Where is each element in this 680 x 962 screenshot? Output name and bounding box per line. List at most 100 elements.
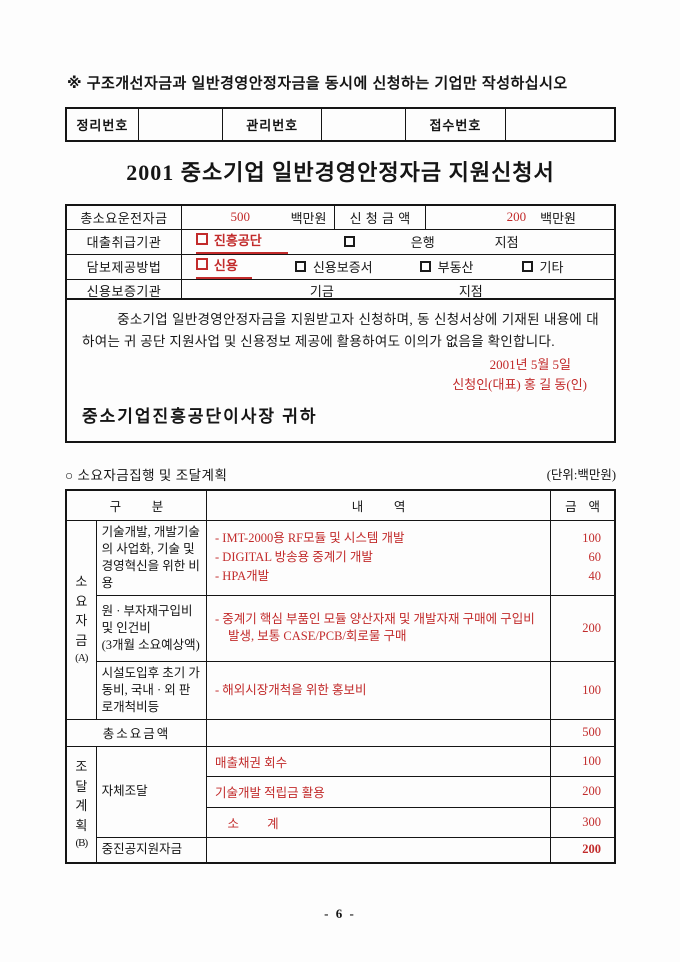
management-number-input-cell[interactable] [321,107,406,142]
category-header: 구 분 [65,489,207,521]
management-number-label: 관리번호 [222,107,323,142]
total-fund-value: 500 [230,209,250,225]
detail-item: - HPA개발 [215,569,270,583]
total-fund-label: 총소요운전자금 [65,204,182,230]
collateral-options-cell: 신용 신용보증서 부동산 기타 [180,253,616,280]
branch-suffix-label: 지점 [494,235,519,250]
bank-suffix-label: 은행 [410,235,435,250]
lender-option-jinheung: 진흥공단 [195,230,288,253]
lender-options-cell: 진흥공단 은행 지점 [180,228,616,255]
usage-amount-tech: 100 60 40 [550,519,616,596]
usage-row-materials: 원 · 부자재구입비 및 인건비 (3개월 소요예상액) - 중계기 핵심 부품… [66,594,616,662]
funding-char: 획 [75,817,88,833]
guarantee-letter-checkbox-icon[interactable] [294,261,306,272]
sort-number-label: 정리번호 [65,107,139,142]
support-fund-label: 중진공지원자금 [95,836,208,864]
collateral-option-guarantee: 신용보증서 [294,257,373,276]
self-funding-amount-reserve: 200 [550,775,616,808]
request-amount-label: 신 청 금 액 [334,204,426,230]
lender-label: 대출취급기관 [65,228,182,255]
detail-item: - 중계기 핵심 부품인 모듈 양산자재 및 개발자재 구매에 구입비 발생, … [215,612,535,643]
usage-char: 소 [75,574,88,590]
sort-number-input-cell[interactable] [137,107,224,142]
realestate-option-label: 부동산 [437,260,474,275]
usage-category-facility: 시설도입후 초기 가동비, 국내 · 외 판로개척비등 [95,660,208,720]
detail-header: 내 역 [205,489,552,521]
support-fund-detail-cell [205,836,552,864]
collateral-row: 담보제공방법 신용 신용보증서 부동산 [65,253,616,280]
self-funding-detail-receivables: 매출채권 회수 [205,745,552,777]
funding-row-receivables: 조 달 계 획 (B) 자체조달 매출채권 회수 100 [65,745,616,864]
total-fund-unit: 백만원 [290,210,327,226]
agreement-body: 중소기업 일반경영안정자금을 지원받고자 신청하며, 동 신청서상에 기재된 내… [82,312,599,349]
support-fund-amount: 200 [550,836,616,864]
usage-detail-materials: - 중계기 핵심 부품인 모듈 양산자재 및 개발자재 구매에 구입비 발생, … [205,594,552,662]
guarantee-branch-label: 지점 [458,284,483,300]
usage-char: 금 [75,632,88,648]
usage-detail-facility: - 해외시장개척을 위한 홍보비 [205,660,552,720]
collateral-label: 담보제공방법 [65,253,182,280]
funding-row-support: 중진공지원자금 200 [66,836,616,864]
usage-amount-facility: 100 [550,660,616,720]
other-checkbox-icon[interactable] [521,261,533,272]
self-funding-subtotal-label: 소 계 [205,806,552,838]
usage-group-label: 소 요 자 금 (A) [65,519,97,720]
reference-number-table: 정리번호 관리번호 접수번호 [65,107,616,142]
subtotal-text: 소 계 [227,816,292,831]
usage-row-tech: 소 요 자 금 (A) 기술개발, 개발기술의 사업화, 기술 및 경영혁신을 … [65,519,616,720]
detail-item: - 해외시장개척을 위한 홍보비 [215,682,367,697]
total-required-amount: 500 [550,718,616,747]
notice-text: ※ 구조개선자금과 일반경영안정자금을 동시에 신청하는 기업만 작성하십시오 [67,75,568,92]
application-date: 2001년 5월 5일 [489,356,571,372]
collateral-option-other: 기타 [521,257,564,276]
collateral-option-realestate: 부동산 [419,257,474,276]
applicant-signature: 신청인(대표) 홍 길 동(인) [452,376,587,392]
funding-char: 달 [75,778,88,794]
amount-value: 200 [582,620,601,635]
application-info-table: 총소요운전자금 500 백만원 신 청 금 액 200 백만원 대출취급기관 [65,204,616,304]
agreement-box: 중소기업 일반경영안정자금을 지원받고자 신청하며, 동 신청서상에 기재된 내… [65,298,616,443]
guarantee-fund-label: 기금 [309,284,334,300]
category-text: 원 · 부자재구입비 및 인건비 [101,603,193,635]
usage-detail-tech: - IMT-2000용 RF모듈 및 시스템 개발 - DIGITAL 방송용 … [205,519,552,596]
funding-char: 조 [75,759,88,774]
realestate-checkbox-icon[interactable] [419,261,431,272]
detail-item: - IMT-2000용 RF모듈 및 시스템 개발 [215,531,405,545]
amount-value: 40 [588,569,602,583]
guarantee-letter-option-label: 신용보증서 [312,260,373,275]
usage-char: (A) [75,652,88,665]
fund-plan-table: 구 분 내 역 금 액 소 요 자 금 (A) 기술개발, 개발기술의 사업화,… [65,489,616,864]
funding-row-reserve: 기술개발 적립금 활용 200 [66,775,616,808]
credit-checkbox-icon[interactable] [195,258,208,270]
collateral-option-credit: 신용 [195,255,252,278]
request-amount-unit: 백만원 [540,210,576,226]
amount-value: 100 [582,531,601,545]
amount-header: 금 액 [550,489,616,521]
plan-section-heading: (단위:백만원) ○ 소요자금집행 및 조달계획 [65,464,616,484]
funding-char: (B) [75,837,88,849]
total-fund-cell: 500 백만원 [180,204,336,230]
category-note: (3개월 소요예상액) [101,637,200,652]
reference-number-row: 정리번호 관리번호 접수번호 [65,107,616,142]
self-funding-detail-reserve: 기술개발 적립금 활용 [205,775,552,808]
self-funding-amount-receivables: 100 [550,745,616,777]
amount-value: 60 [588,550,602,564]
total-required-detail-cell [205,718,552,747]
receipt-number-label: 접수번호 [404,107,507,142]
usage-category-tech: 기술개발, 개발기술의 사업화, 기술 및 경영혁신을 위한 비용 [95,519,208,596]
fund-amount-row: 총소요운전자금 500 백만원 신 청 금 액 200 백만원 [65,204,616,230]
request-amount-value: 200 [506,209,527,225]
jinheung-checkbox-icon[interactable] [195,233,208,245]
plan-header-row: 구 분 내 역 금 액 [65,489,616,521]
other-option-label: 기타 [539,260,564,275]
receipt-number-input-cell[interactable] [505,107,616,142]
total-required-label: 총소요금액 [65,718,207,747]
addressee-text: 중소기업진흥공단이사장 귀하 [82,407,318,426]
self-funding-label: 자체조달 [95,745,208,838]
usage-category-materials: 원 · 부자재구입비 및 인건비 (3개월 소요예상액) [95,594,208,662]
total-required-row: 총소요금액 500 [65,718,616,747]
funding-group-label: 조 달 계 획 (B) [65,745,97,864]
bank-checkbox-icon[interactable] [343,236,355,247]
self-funding-subtotal-amount: 300 [550,806,616,838]
